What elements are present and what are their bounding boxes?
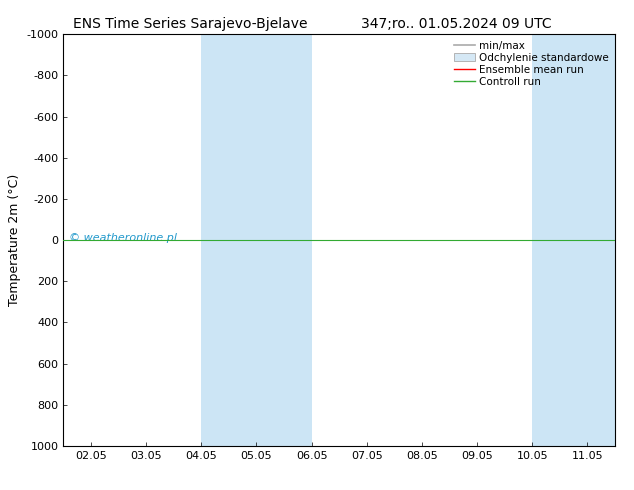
Text: 347;ro.. 01.05.2024 09 UTC: 347;ro.. 01.05.2024 09 UTC xyxy=(361,17,552,31)
Bar xyxy=(533,34,615,446)
Bar xyxy=(202,34,312,446)
Text: © weatheronline.pl: © weatheronline.pl xyxy=(69,233,177,243)
Text: ENS Time Series Sarajevo-Bjelave: ENS Time Series Sarajevo-Bjelave xyxy=(73,17,307,31)
Legend: min/max, Odchylenie standardowe, Ensemble mean run, Controll run: min/max, Odchylenie standardowe, Ensembl… xyxy=(450,36,613,91)
Y-axis label: Temperature 2m (°C): Temperature 2m (°C) xyxy=(8,174,21,306)
